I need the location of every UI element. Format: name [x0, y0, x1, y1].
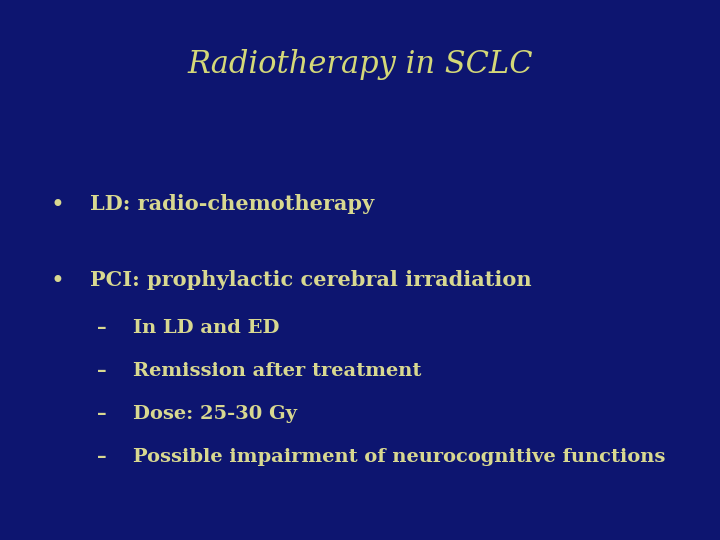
Text: In LD and ED: In LD and ED	[133, 319, 279, 336]
Text: –: –	[97, 319, 107, 336]
Text: PCI: prophylactic cerebral irradiation: PCI: prophylactic cerebral irradiation	[90, 270, 531, 290]
Text: LD: radio-chemotherapy: LD: radio-chemotherapy	[90, 194, 374, 214]
Text: –: –	[97, 362, 107, 380]
Text: •: •	[50, 194, 64, 218]
Text: –: –	[97, 448, 107, 466]
Text: Radiotherapy in SCLC: Radiotherapy in SCLC	[187, 49, 533, 79]
Text: Remission after treatment: Remission after treatment	[133, 362, 422, 380]
Text: Possible impairment of neurocognitive functions: Possible impairment of neurocognitive fu…	[133, 448, 665, 466]
Text: –: –	[97, 405, 107, 423]
Text: •: •	[50, 270, 64, 293]
Text: Dose: 25-30 Gy: Dose: 25-30 Gy	[133, 405, 297, 423]
